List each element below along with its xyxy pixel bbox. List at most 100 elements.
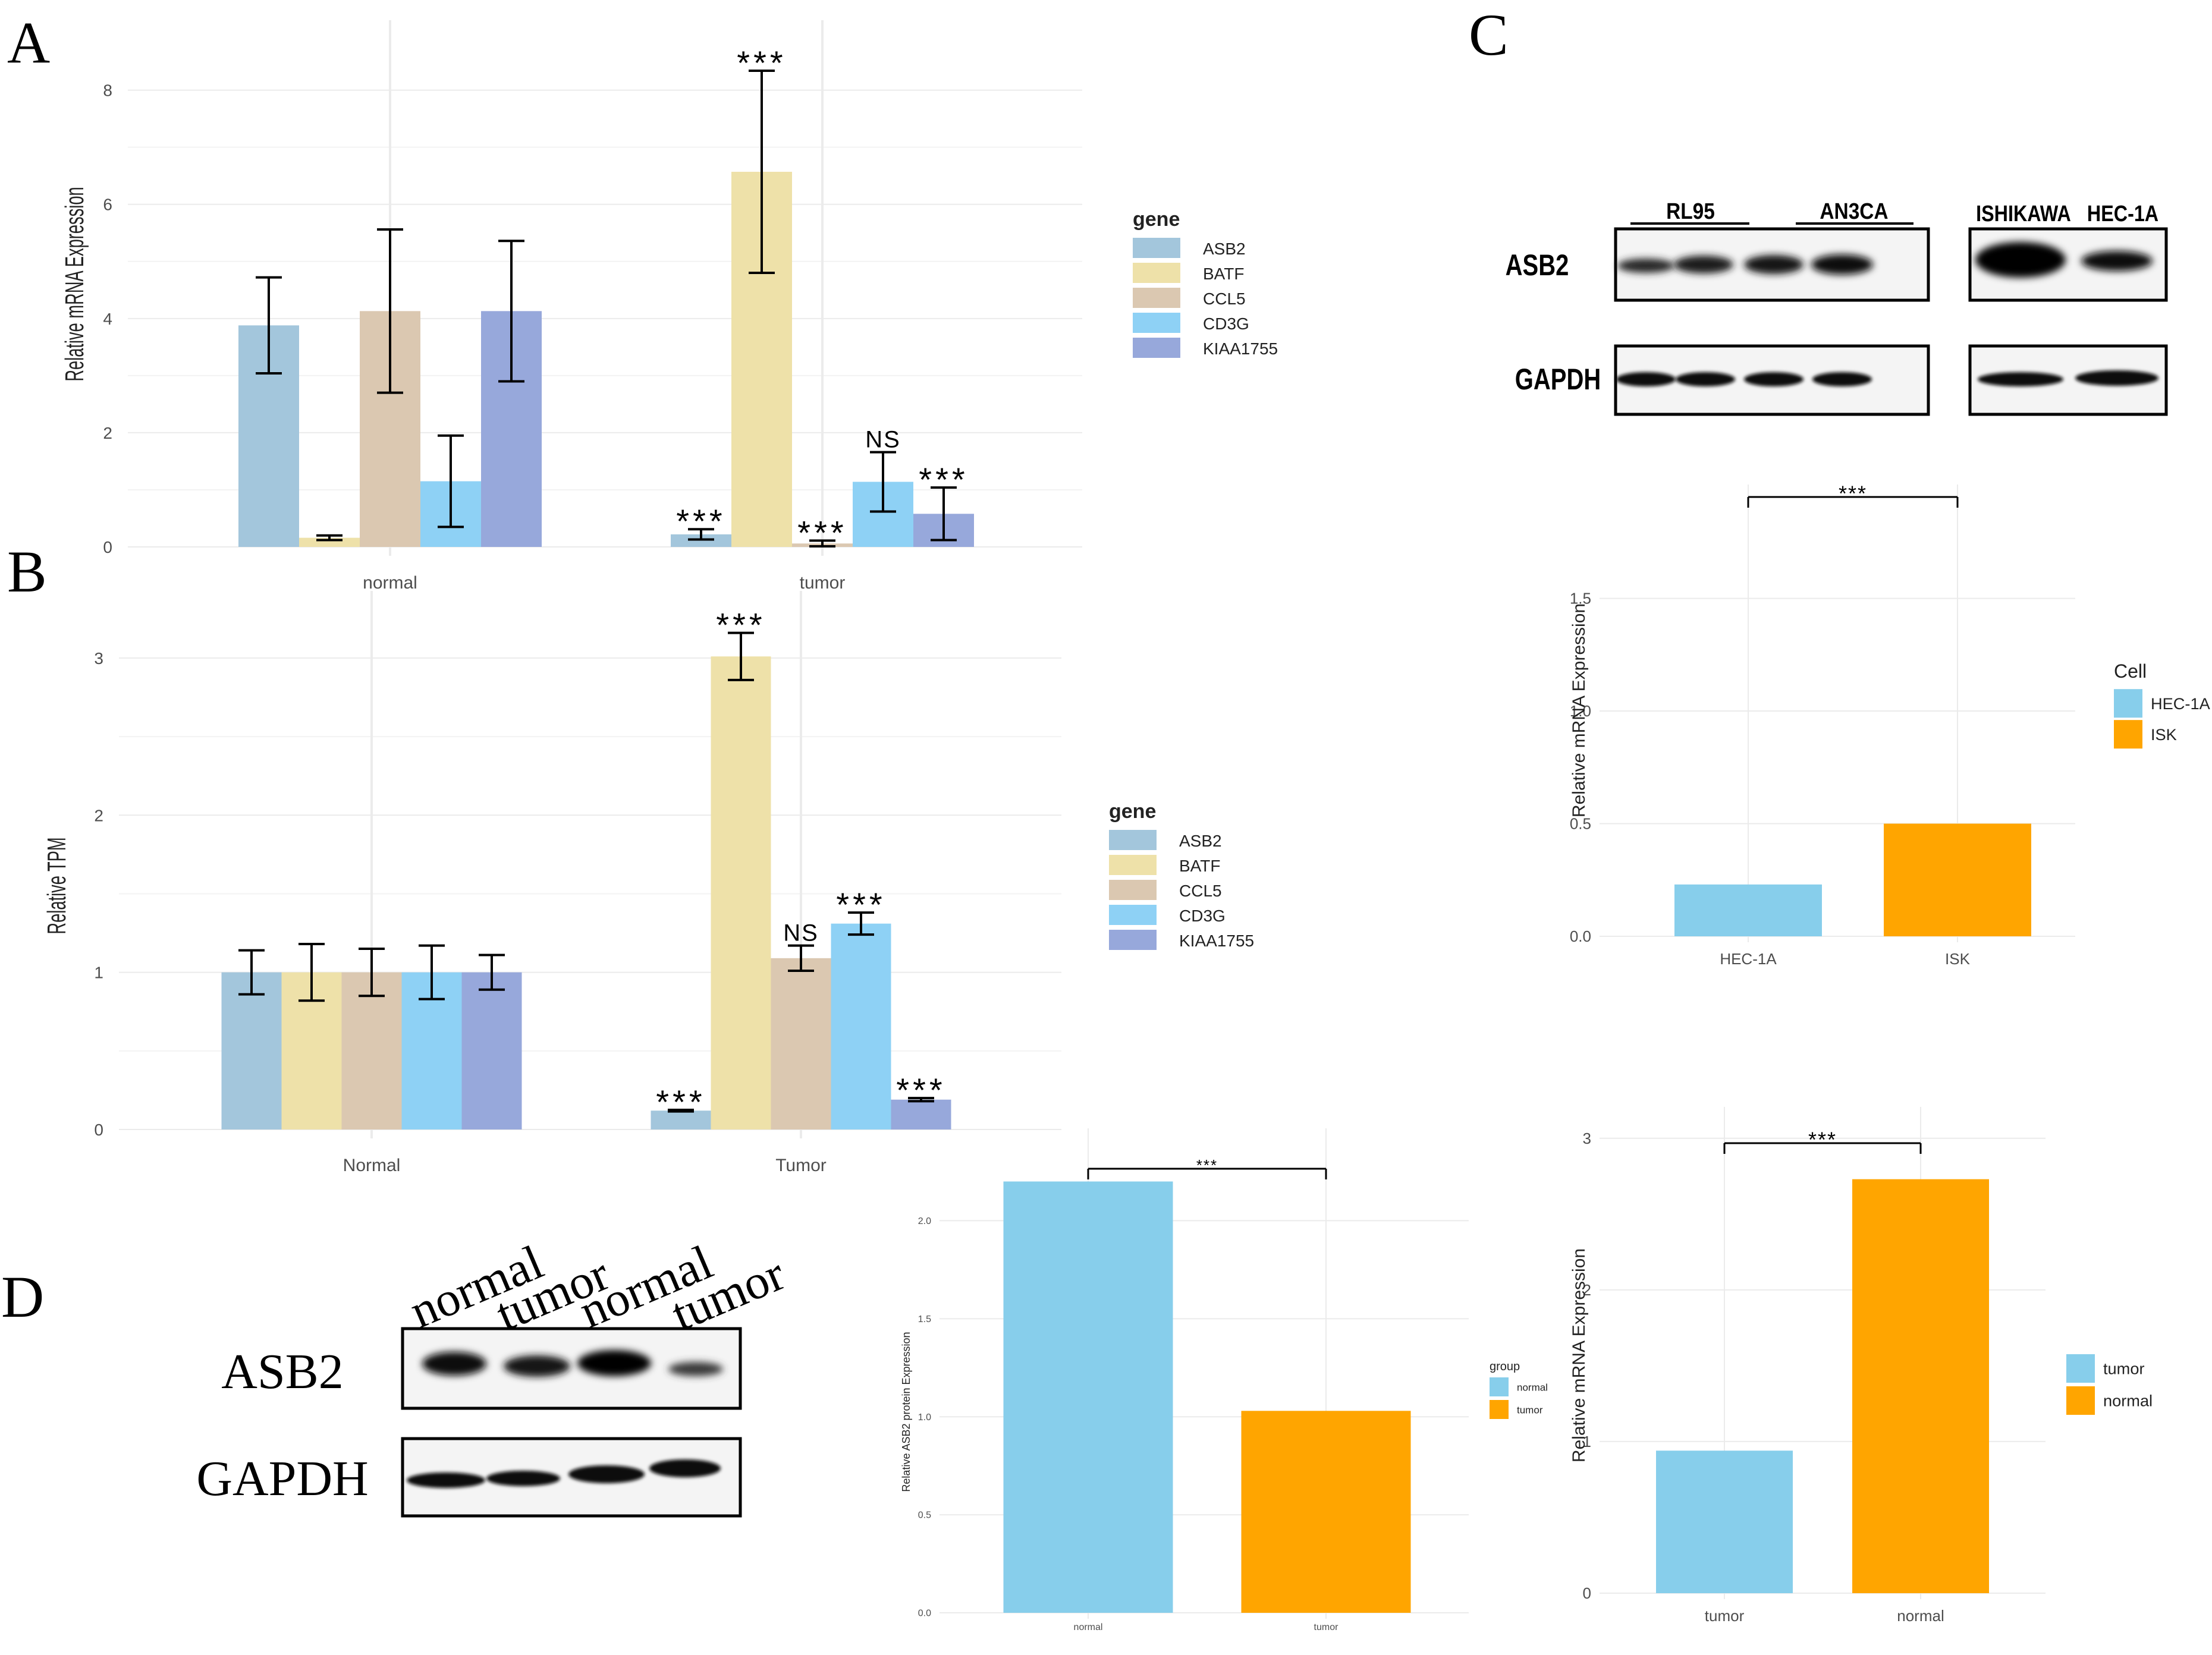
x-tick-label: HEC-1A [1720, 950, 1777, 968]
y-axis-label: Relative mRNA Expression [59, 187, 89, 381]
legend-label: tumor [2103, 1360, 2145, 1378]
blot-band [2075, 370, 2158, 386]
y-tick-label: 1.5 [1570, 590, 1591, 608]
legend-title: group [1490, 1360, 1520, 1373]
legend-swatch [1109, 855, 1157, 875]
bar [1852, 1179, 1989, 1593]
significance-label: *** [836, 886, 885, 923]
bar [651, 1110, 711, 1129]
bar [711, 656, 771, 1129]
legend-swatch [1490, 1400, 1509, 1419]
blot-band [1812, 372, 1872, 386]
blot-lane-label-ishikawa: ISHIKAWA [1976, 202, 2071, 226]
blot-band [577, 1350, 651, 1376]
legend-swatch [2114, 720, 2142, 749]
legend-swatch [1133, 263, 1180, 283]
x-tick-label: tumor [1314, 1622, 1339, 1632]
x-tick-label: normal [363, 573, 417, 593]
blot-band [568, 1465, 645, 1483]
y-tick-label: 1.5 [918, 1314, 931, 1324]
x-tick-label: tumor [1705, 1607, 1745, 1625]
legend-swatch [1109, 905, 1157, 925]
bar [1003, 1181, 1173, 1613]
bar [891, 1099, 951, 1129]
significance-label: *** [656, 1083, 705, 1121]
y-tick-label: 0.0 [1570, 927, 1591, 945]
blot-lane-label-hec1a: HEC-1A [2087, 202, 2158, 226]
chart-c: 0.0 0.5 1.0 1.5 *** HEC-1A ISK Relative mRNA… [1569, 482, 2211, 968]
legend-swatch [1133, 288, 1180, 308]
blot-group-label-rl95: RL95 [1666, 199, 1715, 224]
legend-swatch [2066, 1386, 2095, 1415]
bar [1241, 1411, 1411, 1613]
legend-label: CCL5 [1203, 290, 1246, 308]
x-tick-label: Tumor [775, 1156, 827, 1175]
y-tick-label: 2 [1583, 1281, 1591, 1299]
legend-swatch [1133, 238, 1180, 258]
y-tick-label: 1.0 [1570, 702, 1591, 720]
significance-label: *** [797, 514, 847, 551]
legend-label: normal [1517, 1382, 1548, 1393]
y-tick-label: 1 [1583, 1433, 1591, 1451]
x-tick-label: tumor [800, 573, 846, 593]
bar [831, 923, 891, 1129]
significance-label: *** [1839, 482, 1867, 506]
panel-label-d: D [1, 1264, 44, 1330]
blot-band [668, 1362, 723, 1376]
y-tick-label: 0.5 [1570, 815, 1591, 833]
panel-label-b: B [7, 539, 47, 605]
legend-label: BATF [1203, 265, 1244, 283]
blot-band [1811, 254, 1873, 275]
blot-band [422, 1352, 486, 1376]
y-tick-label: 3 [94, 649, 103, 668]
blot-row-label-asb2: ASB2 [221, 1344, 343, 1399]
y-tick-label: 2.0 [918, 1216, 931, 1226]
x-tick-label: normal [1897, 1607, 1944, 1625]
bar [461, 972, 522, 1129]
legend-title: gene [1133, 208, 1180, 231]
blot-row-label-asb2: ASB2 [1506, 248, 1569, 282]
y-axis-label: Relative mRNA Expression [1569, 603, 1589, 817]
legend-label: ASB2 [1203, 240, 1246, 258]
legend-swatch [1109, 880, 1157, 900]
x-tick-label: Normal [343, 1156, 401, 1175]
y-tick-label: 0 [94, 1121, 103, 1139]
y-tick-label: 1 [94, 964, 103, 982]
bar [341, 972, 402, 1129]
blot-band [486, 1471, 560, 1486]
legend-swatch [1109, 830, 1157, 850]
legend-title: Cell [2114, 660, 2147, 682]
significance-label: *** [1808, 1128, 1837, 1152]
blot-band [649, 1459, 721, 1477]
legend-label: HEC-1A [2151, 694, 2211, 713]
legend-label: CCL5 [1179, 882, 1222, 900]
blot-band [1744, 255, 1803, 274]
y-tick-label: 4 [103, 310, 112, 328]
chart-a: 0 2 4 6 8 *** *** *** NS *** normal tumor Relativ… [59, 20, 1278, 593]
legend-label: ISK [2151, 725, 2177, 744]
western-blot-d: normal tumor normal tumor ASB2 GAPDH [196, 1235, 792, 1518]
y-tick-label: 0.5 [918, 1511, 931, 1521]
legend-label: CD3G [1203, 314, 1249, 333]
chart-d-protein: 0.0 0.5 1.0 1.5 2.0 *** normal tumor Relative… [900, 1128, 1548, 1632]
legend-label: KIAA1755 [1179, 932, 1254, 950]
y-tick-label: 2 [103, 424, 112, 442]
bar [1674, 884, 1822, 936]
y-tick-label: 6 [103, 196, 112, 214]
blot-band [1744, 372, 1803, 386]
legend-swatch [2114, 689, 2142, 718]
legend-label: ASB2 [1179, 832, 1222, 850]
blot-band [1674, 256, 1733, 273]
y-axis-label: Relative TPM [42, 837, 71, 934]
y-axis-label: Relative mRNA Expression [1569, 1248, 1589, 1462]
legend-swatch [1133, 313, 1180, 333]
blot-group-label-an3ca: AN3CA [1820, 199, 1888, 224]
legend-swatch [2066, 1354, 2095, 1383]
significance-label: *** [676, 502, 725, 540]
bar [221, 972, 282, 1129]
y-tick-label: 0 [1583, 1584, 1591, 1602]
y-tick-label: 0 [103, 538, 112, 556]
y-tick-label: 1.0 [918, 1412, 931, 1423]
legend-swatch [1133, 338, 1180, 358]
